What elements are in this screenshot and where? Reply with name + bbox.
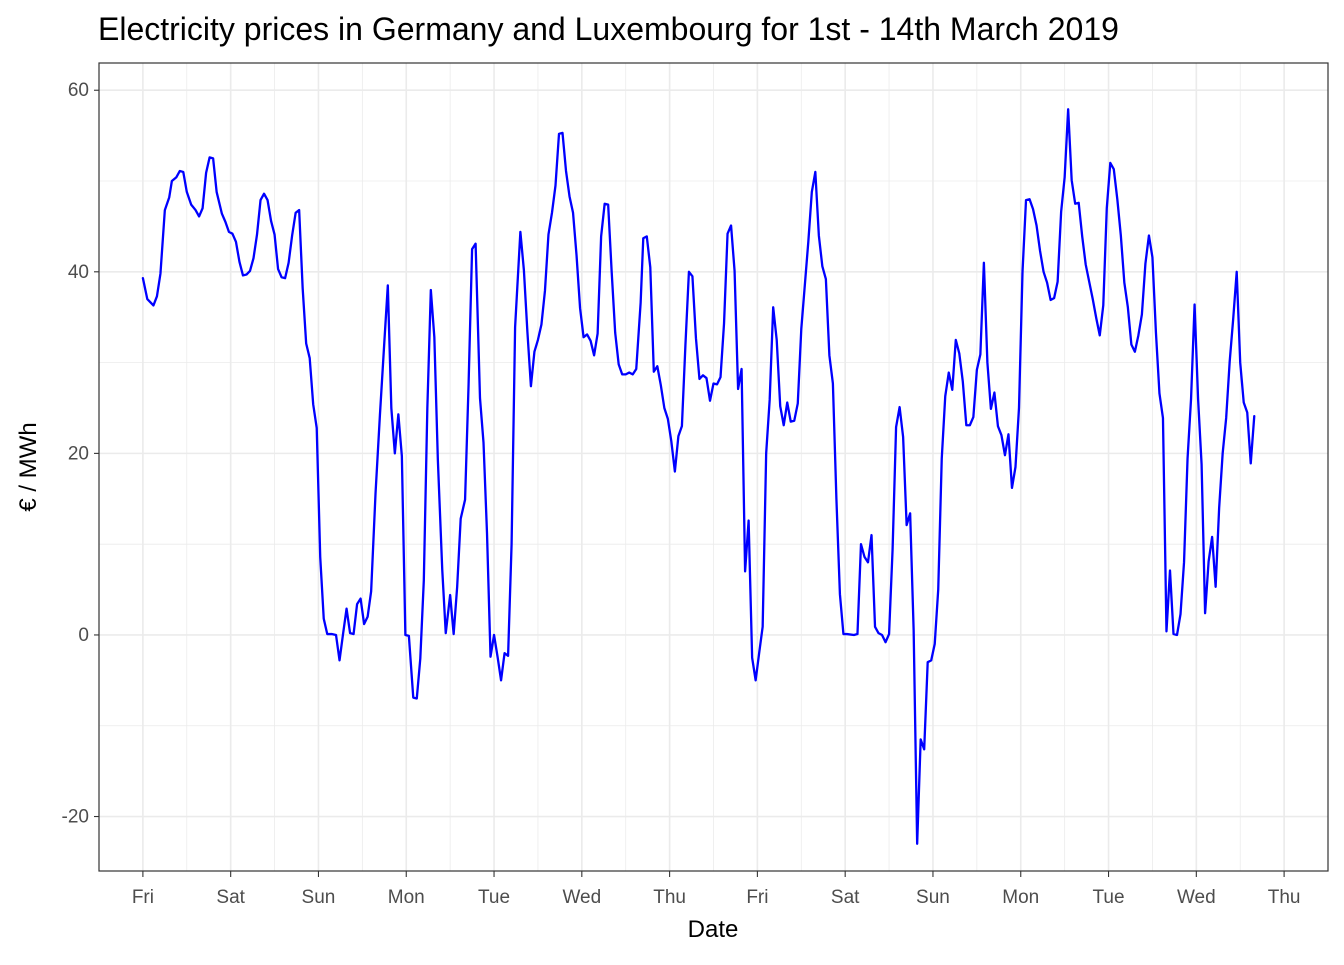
y-tick-label: 60	[68, 80, 89, 101]
x-tick-label: Tue	[1093, 887, 1125, 908]
chart-title: Electricity prices in Germany and Luxemb…	[98, 11, 1119, 47]
x-tick-label: Thu	[1268, 887, 1301, 908]
x-axis-title: Date	[688, 916, 739, 943]
plot-panel-border	[98, 62, 1329, 872]
x-tick-label: Tue	[478, 887, 510, 908]
price-series-line	[141, 108, 1256, 845]
x-tick-label: Mon	[1002, 887, 1039, 908]
y-tick-label: 20	[68, 443, 89, 464]
x-tick-label: Mon	[388, 887, 425, 908]
gridlines	[99, 63, 1328, 871]
x-tick-label: Sat	[216, 887, 245, 908]
x-tick-label: Thu	[653, 887, 686, 908]
y-axis: -20 0 20 40 60	[62, 80, 99, 828]
x-tick-label: Sat	[831, 887, 860, 908]
y-axis-title: € / MWh	[15, 422, 42, 511]
x-tick-label: Sun	[302, 887, 336, 908]
x-tick-label: Fri	[132, 887, 154, 908]
x-tick-label: Sun	[916, 887, 950, 908]
x-tick-label: Fri	[746, 887, 768, 908]
x-tick-label: Wed	[562, 887, 601, 908]
y-tick-label: 0	[78, 625, 89, 646]
y-tick-label: -20	[62, 807, 89, 828]
x-tick-label: Wed	[1177, 887, 1216, 908]
x-axis: Fri Sat Sun Mon Tue Wed Thu Fri Sat Sun Mon Tue Wed T…	[132, 871, 1301, 908]
y-tick-label: 40	[68, 262, 89, 283]
